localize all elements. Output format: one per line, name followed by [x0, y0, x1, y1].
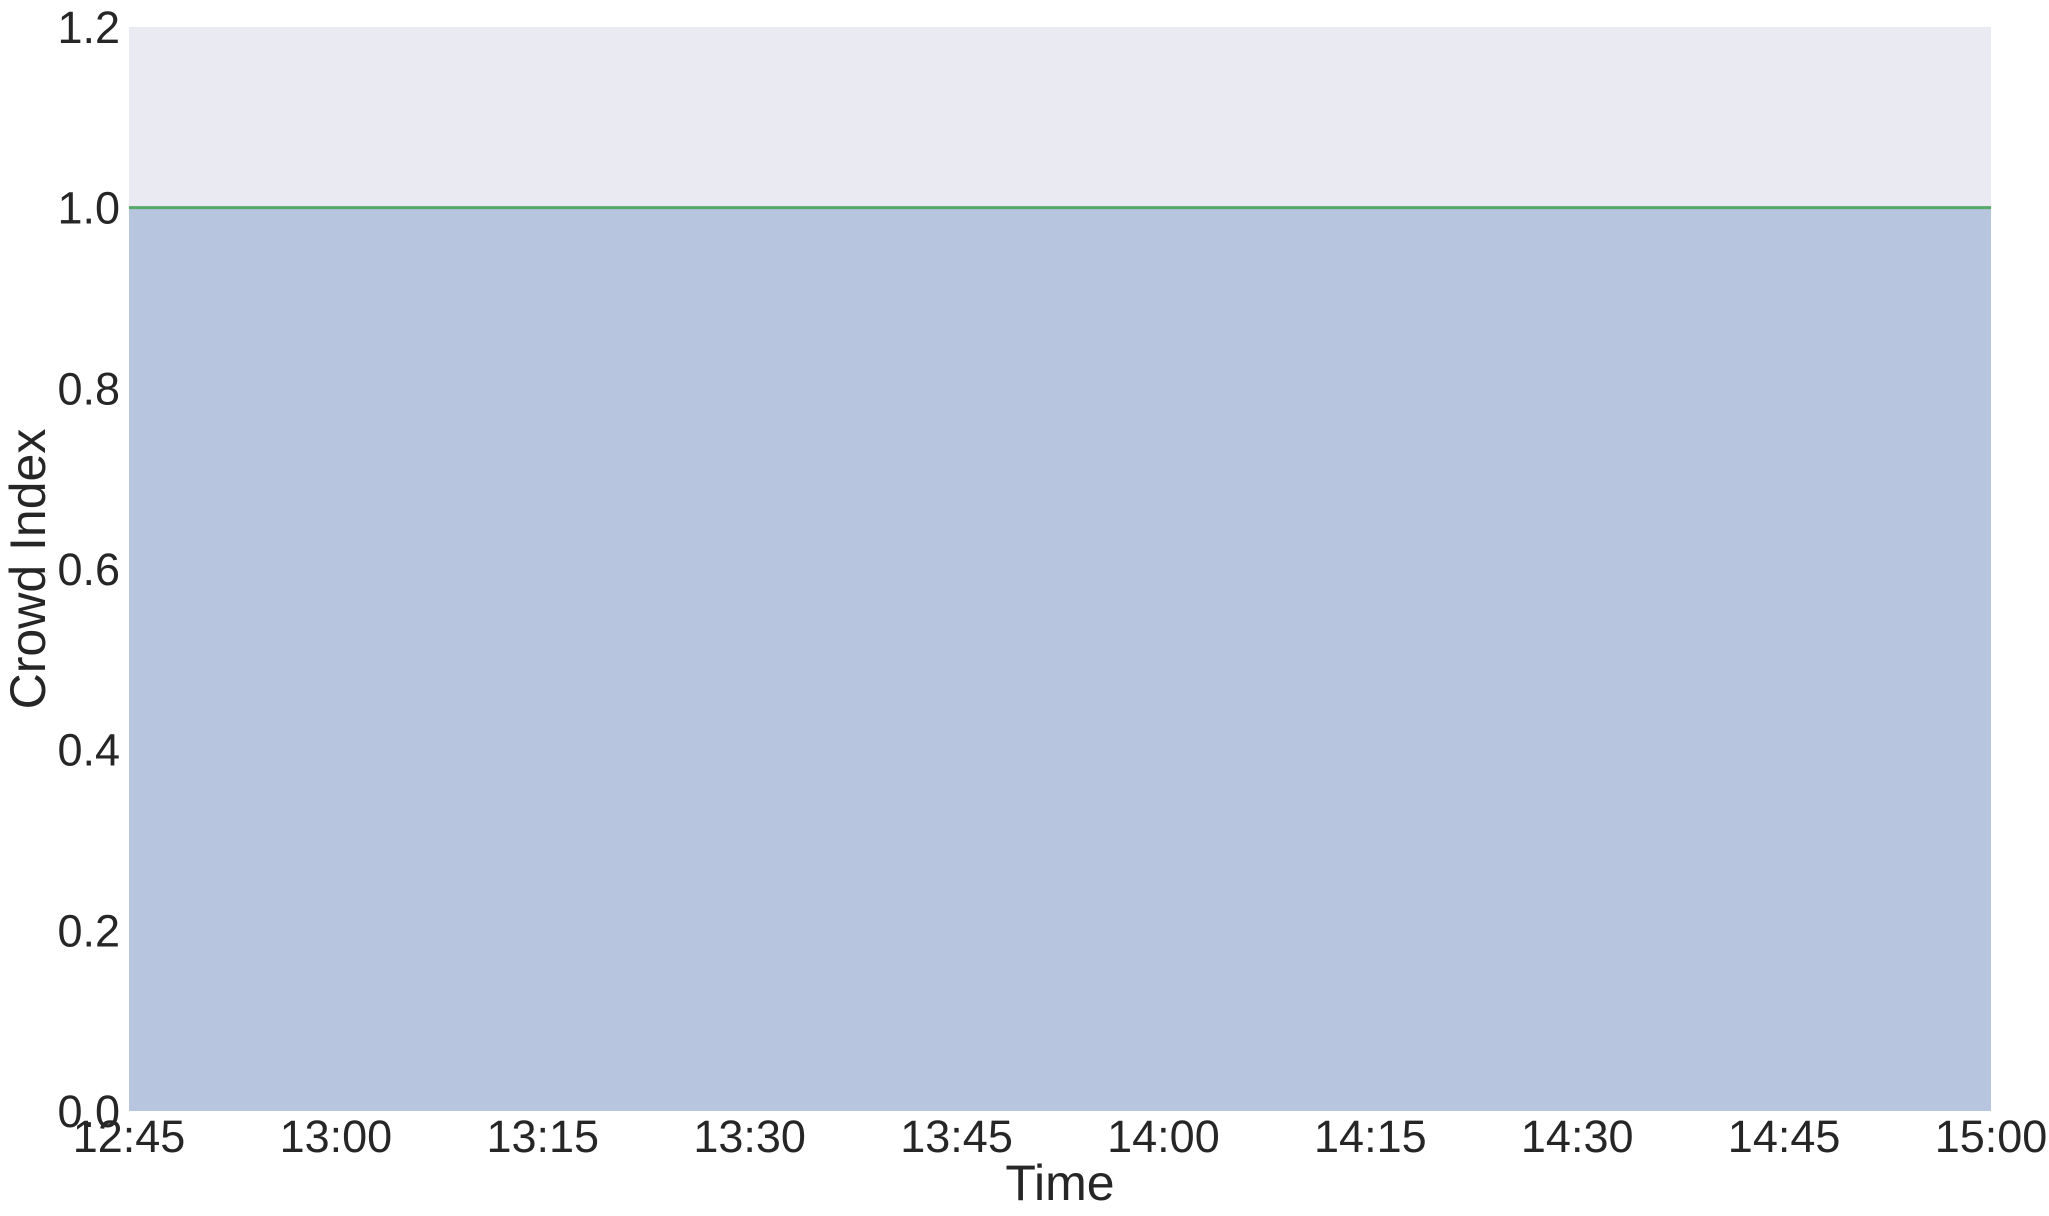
y-tick-label: 1.0 — [57, 183, 120, 234]
x-tick-label: 14:45 — [1728, 1111, 1841, 1162]
x-tick-label: 13:30 — [693, 1111, 806, 1162]
x-tick-label: 14:00 — [1107, 1111, 1220, 1162]
series-area-0 — [129, 207, 1991, 1111]
y-tick-label: 0.0 — [57, 1086, 120, 1137]
x-tick-label: 14:30 — [1521, 1111, 1634, 1162]
y-tick-label: 0.6 — [57, 544, 120, 595]
x-axis-label: Time — [1005, 1155, 1114, 1211]
y-axis-label: Crowd Index — [0, 429, 56, 710]
x-tick-label: 13:15 — [486, 1111, 599, 1162]
x-tick-label: 13:45 — [900, 1111, 1013, 1162]
y-axis-ticks: 0.0 0.2 0.4 0.6 0.8 1.0 1.2 — [57, 2, 120, 1137]
y-tick-label: 0.8 — [57, 363, 120, 414]
x-tick-label: 15:00 — [1935, 1111, 2048, 1162]
x-axis-ticks: 12:45 13:00 13:15 13:30 13:45 14:00 14:15 14:30… — [73, 1111, 2048, 1162]
x-tick-label: 12:45 — [73, 1111, 186, 1162]
y-tick-label: 1.2 — [57, 2, 120, 53]
y-tick-label: 0.4 — [57, 725, 120, 776]
x-tick-label: 14:15 — [1314, 1111, 1427, 1162]
y-tick-label: 0.2 — [57, 905, 120, 956]
area-layer — [129, 207, 1991, 1111]
x-tick-label: 13:00 — [280, 1111, 393, 1162]
